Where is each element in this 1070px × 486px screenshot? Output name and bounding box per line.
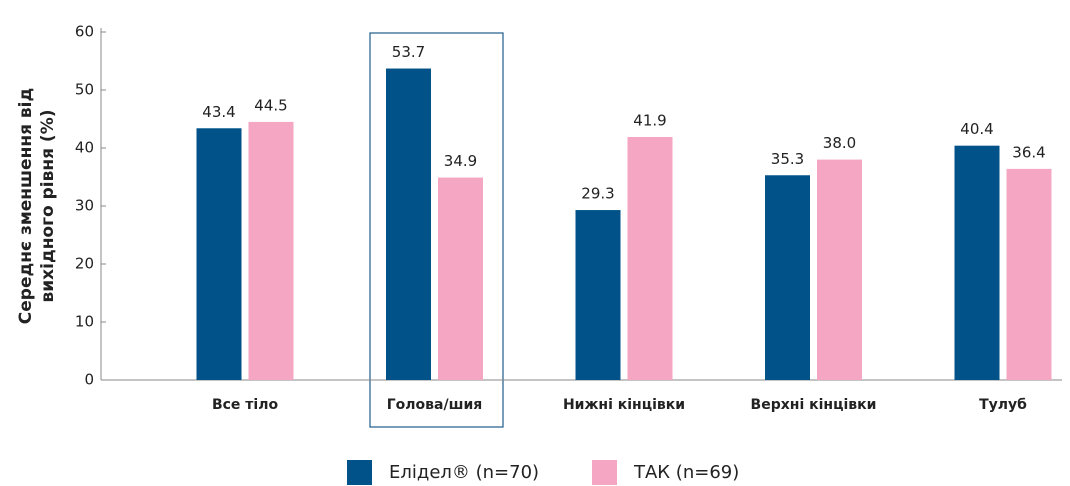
bar — [1006, 168, 1052, 380]
value-label: 44.5 — [254, 96, 287, 114]
x-tick-label: Нижні кінцівки — [563, 397, 685, 413]
value-label: 43.4 — [202, 103, 235, 121]
value-label: 35.3 — [771, 150, 804, 168]
value-label: 40.4 — [960, 120, 993, 138]
bar — [438, 177, 483, 380]
value-label: 29.3 — [581, 185, 614, 203]
bar — [817, 159, 862, 380]
y-tick-label: 30 — [75, 197, 94, 215]
bar — [627, 136, 673, 380]
legend-swatch — [347, 460, 372, 485]
bar — [386, 68, 431, 380]
highlight-box — [369, 32, 504, 428]
value-label: 41.9 — [633, 111, 666, 129]
bar — [954, 145, 1000, 380]
bar — [196, 128, 242, 380]
value-label: 38.0 — [823, 134, 856, 152]
y-tick-label: 0 — [84, 371, 94, 389]
y-tick-label: 20 — [75, 255, 94, 273]
y-tick-label: 40 — [75, 139, 94, 157]
bar — [575, 210, 621, 380]
legend-label: Елідел® (n=70) — [389, 462, 539, 483]
y-axis-label: вихідного рівня (%) — [38, 109, 58, 302]
y-tick-label: 50 — [75, 81, 94, 99]
legend-label: ТАК (n=69) — [633, 462, 739, 483]
value-label: 36.4 — [1012, 143, 1045, 161]
x-tick-label: Тулуб — [979, 397, 1027, 413]
value-label: 53.7 — [392, 43, 425, 61]
x-tick-label: Голова/шия — [387, 397, 483, 413]
x-tick-label: Верхні кінцівки — [751, 397, 877, 413]
y-tick-label: 60 — [75, 23, 94, 41]
bar — [765, 175, 810, 380]
bar — [248, 121, 294, 381]
y-axis-label: Середнє зменшення від — [16, 88, 36, 324]
x-tick-label: Все тіло — [212, 397, 279, 413]
value-label: 34.9 — [444, 152, 477, 170]
legend-swatch — [592, 460, 617, 485]
y-tick-label: 10 — [75, 313, 94, 331]
